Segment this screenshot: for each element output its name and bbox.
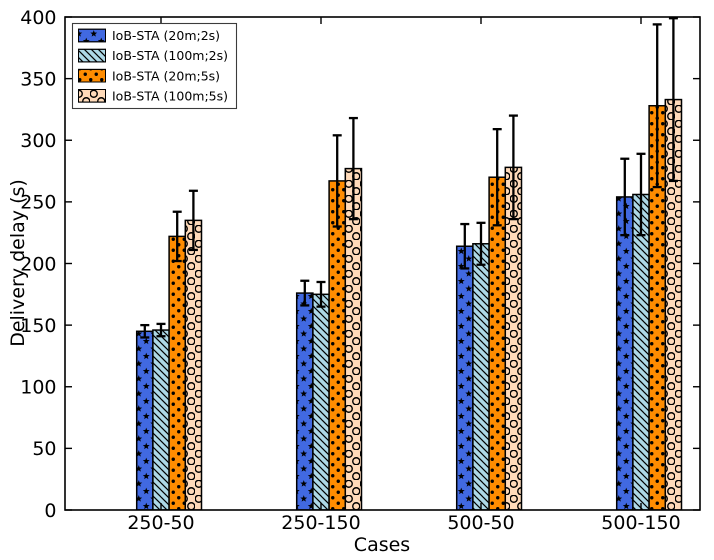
- x-tick-label: 250-50: [127, 512, 194, 534]
- dot-hatch-overlay: [649, 105, 666, 510]
- dot-hatch-overlay: [489, 177, 506, 510]
- dot-hatch-overlay: [329, 180, 346, 510]
- circle-hatch-overlay: [665, 99, 682, 510]
- y-tick-label: 100: [20, 377, 56, 399]
- circle-hatch-overlay: [505, 167, 522, 510]
- ticks-layer: [65, 16, 700, 511]
- legend-swatch-border: [78, 48, 106, 63]
- legend-label: IoB-STA (100m;5s): [112, 88, 228, 103]
- y-tick-label: 150: [20, 315, 56, 337]
- diagonal-hatch-overlay: [472, 243, 490, 510]
- y-axis-label: Delivery delay (s): [7, 179, 29, 347]
- y-tick-label: 200: [20, 253, 56, 275]
- circle-hatch-overlay: [185, 220, 202, 510]
- legend-swatch-hatch: [78, 89, 106, 103]
- y-tick-label: 250: [20, 192, 56, 214]
- circle-hatch-overlay: [345, 168, 362, 510]
- star-hatch-overlay: [296, 293, 313, 510]
- x-axis-label: Cases: [354, 534, 410, 556]
- x-tick-label: 500-50: [447, 512, 514, 534]
- legend: IoB-STA (20m;2s) IoB-STA (100m;2s) IoB-STA…: [71, 22, 238, 110]
- star-hatch-overlay: [136, 331, 153, 510]
- legend-label: IoB-STA (100m;2s): [112, 48, 228, 63]
- legend-label: IoB-STA (20m;2s): [112, 28, 220, 43]
- legend-swatch-border: [78, 89, 106, 103]
- star-hatch-overlay: [456, 246, 473, 510]
- legend-swatch-hatch: [78, 29, 106, 42]
- dot-hatch-overlay: [169, 236, 186, 510]
- diagonal-hatch-overlay: [632, 194, 650, 510]
- y-tick-label: 50: [32, 438, 56, 460]
- y-tick-label: 400: [20, 7, 56, 29]
- legend-swatch-border: [78, 68, 106, 83]
- legend-swatch-border: [78, 28, 106, 43]
- y-tick-label: 300: [20, 130, 56, 152]
- tick-labels-layer: 0 50 100 150 200 250 300 350 400 250-50 250-150 500…: [20, 7, 680, 534]
- diagonal-hatch-overlay: [152, 330, 170, 510]
- diagonal-hatch-overlay: [312, 294, 330, 510]
- y-tick-label: 350: [20, 68, 56, 90]
- legend-swatch-hatch: [78, 69, 106, 82]
- error-bars-layer: [140, 17, 678, 339]
- x-tick-label: 500-150: [601, 512, 680, 534]
- x-tick-label: 250-150: [281, 512, 360, 534]
- legend-swatch-hatch: [78, 49, 106, 62]
- star-hatch-overlay: [616, 196, 633, 510]
- y-tick-label: 0: [44, 500, 56, 522]
- bars-layer: [135, 98, 683, 510]
- legend-label: IoB-STA (20m;5s): [112, 68, 220, 83]
